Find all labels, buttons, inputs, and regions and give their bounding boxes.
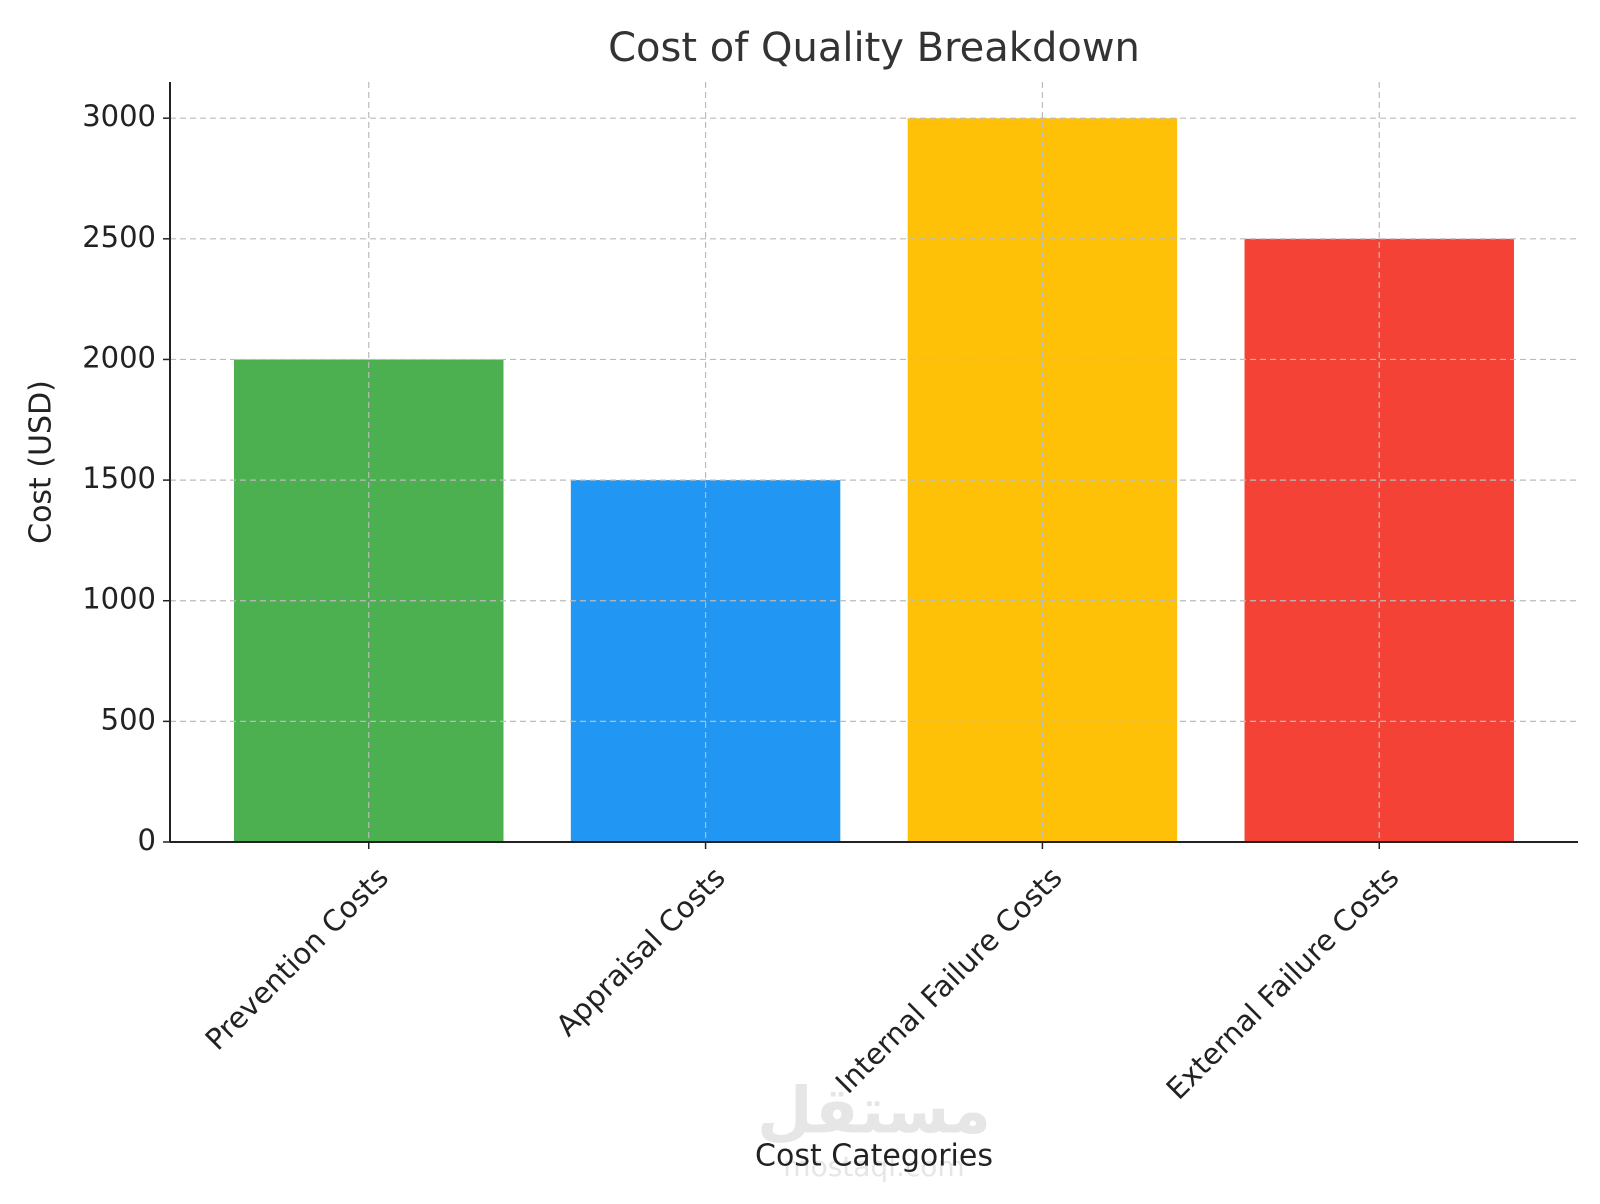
x-tick-label: Appraisal Costs [549,860,732,1043]
y-tick-label: 2000 [82,340,156,374]
y-axis-label: Cost (USD) [24,380,59,544]
x-tick-label: External Failure Costs [1160,860,1406,1106]
chart-title: Cost of Quality Breakdown [608,25,1140,71]
x-axis-label: Cost Categories [755,1139,993,1174]
watermark-site: mostaql.com [783,1150,964,1183]
y-tick-label: 500 [101,702,156,736]
x-tick-label: Prevention Costs [198,860,394,1056]
watermark-logo: مستقل [757,1075,991,1149]
y-tick-label: 1500 [82,461,156,495]
y-tick-label: 0 [138,823,156,857]
x-tick-label: Internal Failure Costs [829,860,1069,1100]
bar [570,480,841,842]
bar [1244,238,1514,843]
y-tick-label: 2500 [82,220,156,254]
y-tick-label: 3000 [82,99,156,133]
y-tick-label: 1000 [82,582,156,616]
bar [234,359,504,842]
